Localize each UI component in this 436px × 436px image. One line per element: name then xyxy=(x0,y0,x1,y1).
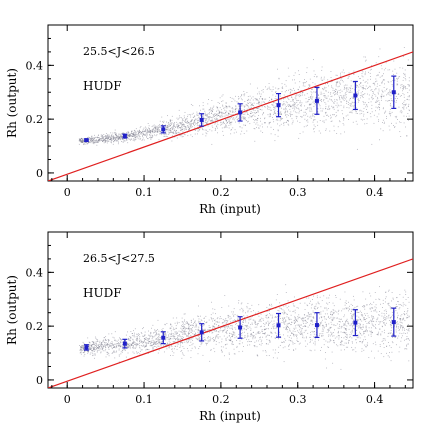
data-point xyxy=(352,309,358,337)
marker xyxy=(238,110,243,115)
marker xyxy=(238,325,243,330)
data-point xyxy=(199,113,205,127)
marker xyxy=(122,134,127,139)
x-ticks: 0 0.1 0.2 0.3 0.4 xyxy=(51,25,406,199)
scatter-cloud xyxy=(78,47,411,150)
marker xyxy=(314,323,319,328)
x-tick-label: 0.3 xyxy=(289,393,307,406)
data-point xyxy=(276,92,282,118)
data-point xyxy=(160,125,166,134)
annotation-magnitude-range: 25.5<J<26.5 xyxy=(83,45,155,58)
y-axis-label: Rh (output) xyxy=(5,275,19,345)
marker xyxy=(353,93,358,98)
marker xyxy=(314,98,319,103)
marker xyxy=(199,117,204,122)
annotation-field: HUDF xyxy=(83,286,122,300)
binned-series xyxy=(83,75,397,143)
x-tick-label: 0.4 xyxy=(366,393,384,406)
data-point xyxy=(237,316,243,339)
data-point xyxy=(83,344,89,351)
data-point xyxy=(122,133,128,139)
x-tick-label: 0.1 xyxy=(135,186,153,199)
reference-line xyxy=(48,258,413,388)
y-tick-label: 0.4 xyxy=(26,59,44,72)
marker xyxy=(84,345,89,350)
x-tick-label: 0.1 xyxy=(135,393,153,406)
bottom-panel: 0 0.1 0.2 0.3 0.4 0 0.2 0.4 26.5<J<27.5 HUDF R… xyxy=(5,231,414,423)
data-point xyxy=(314,86,320,115)
x-tick-label: 0 xyxy=(64,393,71,406)
marker xyxy=(353,320,358,325)
marker xyxy=(276,103,281,108)
annotation-field: HUDF xyxy=(83,79,122,93)
y-tick-label: 0.4 xyxy=(26,266,44,279)
marker xyxy=(84,138,89,143)
data-point xyxy=(391,307,397,337)
x-axis-label: Rh (input) xyxy=(199,202,261,216)
plot-frame xyxy=(47,231,414,389)
data-point xyxy=(352,80,358,111)
y-tick-label: 0.2 xyxy=(26,320,44,333)
y-ticks: 0 0.2 0.4 xyxy=(26,37,413,180)
binned-series xyxy=(83,307,397,351)
x-axis-label: Rh (input) xyxy=(199,409,261,423)
x-ticks: 0 0.1 0.2 0.3 0.4 xyxy=(51,232,406,406)
data-point xyxy=(83,138,89,143)
y-axis-label: Rh (output) xyxy=(5,68,19,138)
y-tick-label: 0 xyxy=(36,374,43,387)
marker xyxy=(276,323,281,328)
data-point xyxy=(160,331,166,345)
data-point xyxy=(199,323,205,342)
marker xyxy=(122,341,127,346)
plot-frame xyxy=(47,24,414,182)
marker xyxy=(161,335,166,340)
data-point xyxy=(276,312,282,338)
data-point xyxy=(122,338,128,349)
marker xyxy=(199,330,204,335)
data-point xyxy=(237,103,243,122)
scatter-cloud xyxy=(79,284,410,370)
marker xyxy=(391,320,396,325)
y-tick-label: 0 xyxy=(36,167,43,180)
data-point xyxy=(314,312,320,339)
top-panel: 0 0.1 0.2 0.3 0.4 0 0.2 0.4 25.5<J<26.5 HUDF R… xyxy=(5,24,414,216)
y-tick-label: 0.2 xyxy=(26,113,44,126)
reference-line xyxy=(48,51,413,181)
annotation-magnitude-range: 26.5<J<27.5 xyxy=(83,252,155,265)
data-point xyxy=(391,75,397,109)
y-ticks: 0 0.2 0.4 xyxy=(26,244,413,387)
marker xyxy=(161,127,166,132)
x-tick-label: 0.4 xyxy=(366,186,384,199)
x-tick-label: 0 xyxy=(64,186,71,199)
x-tick-label: 0.2 xyxy=(212,393,230,406)
x-tick-label: 0.2 xyxy=(212,186,230,199)
x-tick-label: 0.3 xyxy=(289,186,307,199)
marker xyxy=(391,90,396,95)
